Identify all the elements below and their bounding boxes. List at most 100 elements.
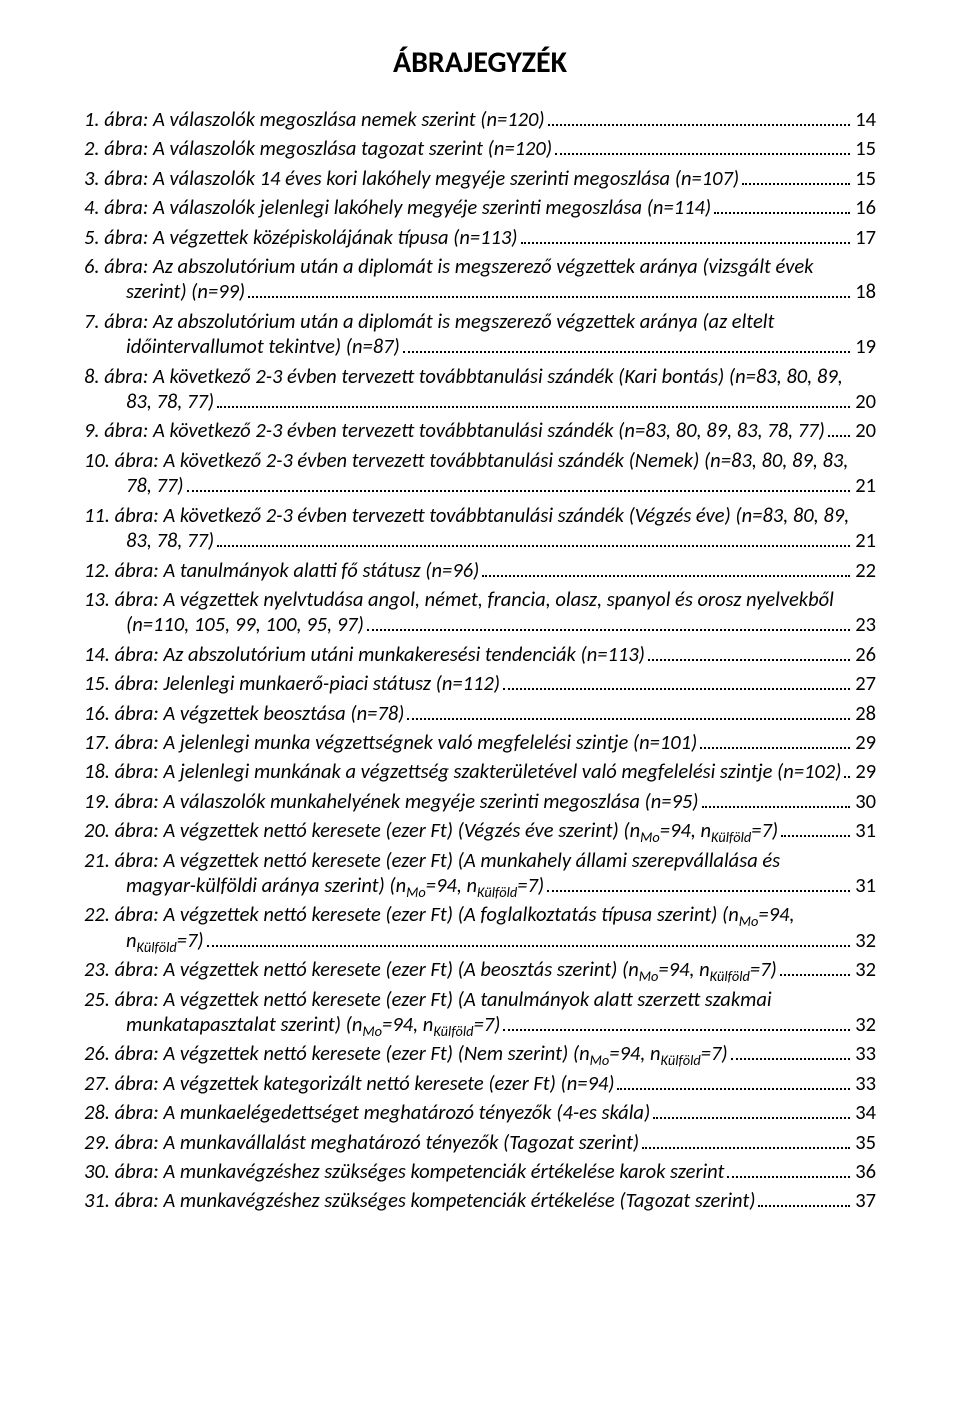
- toc-text: 83, 78, 77): [126, 389, 214, 414]
- toc-page-number: 20: [853, 389, 876, 414]
- dot-leader: [407, 706, 850, 719]
- toc-text: 17. ábra: A jelenlegi munka végzettségne…: [84, 730, 697, 755]
- dot-leader: [702, 794, 851, 807]
- toc-text: 30. ábra: A munkavégzéshez szükséges kom…: [84, 1159, 724, 1184]
- toc-page-number: 23: [853, 612, 876, 637]
- toc-entry: 16. ábra: A végzettek beosztása (n=78) 28: [84, 701, 876, 726]
- dot-leader: [207, 934, 851, 947]
- toc-entry: 3. ábra: A válaszolók 14 éves kori lakóh…: [84, 166, 876, 191]
- toc-entry: 5. ábra: A végzettek középiskolájának tí…: [84, 225, 876, 250]
- toc-line: 13. ábra: A végzettek nyelvtudása angol,…: [84, 587, 876, 612]
- toc-text: 1. ábra: A válaszolók megoszlása nemek s…: [84, 107, 545, 132]
- toc-line-continuation: időintervallumot tekintve) (n=87)19: [84, 334, 876, 359]
- toc-entry: 22. ábra: A végzettek nettó keresete (ez…: [84, 902, 876, 953]
- dot-leader: [367, 618, 850, 631]
- toc-text: 22. ábra: A végzettek nettó keresete (ez…: [84, 902, 795, 927]
- toc-entry: 27. ábra: A végzettek kategorizált nettó…: [84, 1071, 876, 1096]
- toc-text: magyar-külföldi aránya szerint) (nMo=94,…: [126, 873, 544, 898]
- toc-entry: 26. ábra: A végzettek nettó keresete (ez…: [84, 1041, 876, 1066]
- toc-page-number: 33: [853, 1041, 876, 1066]
- toc-line: 19. ábra: A válaszolók munkahelyének meg…: [84, 789, 876, 814]
- toc-text: 16. ábra: A végzettek beosztása (n=78): [84, 701, 404, 726]
- toc-text: időintervallumot tekintve) (n=87): [126, 334, 400, 359]
- toc-line-continuation: 83, 78, 77) 20: [84, 389, 876, 414]
- dot-leader: [548, 113, 851, 126]
- toc-line: 3. ábra: A válaszolók 14 éves kori lakóh…: [84, 166, 876, 191]
- toc-line: 31. ábra: A munkavégzéshez szükséges kom…: [84, 1188, 876, 1213]
- dot-leader: [547, 879, 850, 892]
- toc-page-number: 34: [853, 1100, 876, 1125]
- toc-text: munkatapasztalat szerint) (nMo=94, nKülf…: [126, 1012, 500, 1037]
- toc-entry: 12. ábra: A tanulmányok alatti fő státus…: [84, 558, 876, 583]
- toc-text: 12. ábra: A tanulmányok alatti fő státus…: [84, 558, 479, 583]
- toc-text: 6. ábra: Az abszolutórium után a diplomá…: [84, 254, 813, 279]
- toc-line-continuation: magyar-külföldi aránya szerint) (nMo=94,…: [84, 873, 876, 898]
- toc-page-number: 33: [853, 1071, 876, 1096]
- toc-entry: 10. ábra: A következő 2-3 évben tervezet…: [84, 448, 876, 499]
- toc-line: 23. ábra: A végzettek nettó keresete (ez…: [84, 957, 876, 982]
- toc-entry: 6. ábra: Az abszolutórium után a diplomá…: [84, 254, 876, 305]
- toc-page-number: 32: [853, 928, 876, 953]
- toc-entry: 25. ábra: A végzettek nettó keresete (ez…: [84, 987, 876, 1038]
- toc-page-number: 31: [853, 873, 876, 898]
- toc-page-number: 29: [853, 759, 876, 784]
- toc-entry: 21. ábra: A végzettek nettó keresete (ez…: [84, 848, 876, 899]
- toc-text: 18. ábra: A jelenlegi munkának a végzett…: [84, 759, 841, 784]
- dot-leader: [714, 201, 850, 214]
- toc-text: 83, 78, 77): [126, 528, 214, 553]
- toc-page-number: 21: [853, 473, 876, 498]
- toc-entry: 19. ábra: A válaszolók munkahelyének meg…: [84, 789, 876, 814]
- toc-line-continuation: nKülföld=7)32: [84, 928, 876, 953]
- toc-text: 19. ábra: A válaszolók munkahelyének meg…: [84, 789, 699, 814]
- toc-line: 22. ábra: A végzettek nettó keresete (ez…: [84, 902, 876, 927]
- dot-leader: [731, 1047, 851, 1060]
- toc-line: 28. ábra: A munkaelégedettséget meghatár…: [84, 1100, 876, 1125]
- toc-entry: 29. ábra: A munkavállalást meghatározó t…: [84, 1130, 876, 1155]
- toc-page-number: 15: [853, 136, 876, 161]
- toc-entry: 11. ábra: A következő 2-3 évben tervezet…: [84, 503, 876, 554]
- toc-page-number: 27: [853, 671, 876, 696]
- toc-entry: 23. ábra: A végzettek nettó keresete (ez…: [84, 957, 876, 982]
- toc-page-number: 30: [853, 789, 876, 814]
- toc-text: szerint) (n=99): [126, 279, 245, 304]
- toc-page-number: 15: [853, 166, 876, 191]
- toc-page-number: 14: [853, 107, 876, 132]
- toc-page-number: 28: [853, 701, 876, 726]
- toc-line: 9. ábra: A következő 2-3 évben tervezett…: [84, 418, 876, 443]
- dot-leader: [617, 1077, 850, 1090]
- toc-entry: 7. ábra: Az abszolutórium után a diplomá…: [84, 309, 876, 360]
- dot-leader: [503, 677, 850, 690]
- toc-text: 14. ábra: Az abszolutórium utáni munkake…: [84, 642, 645, 667]
- toc-text: (n=110, 105, 99, 100, 95, 97): [126, 612, 364, 637]
- dot-leader: [742, 172, 850, 185]
- toc-line-continuation: szerint) (n=99)18: [84, 279, 876, 304]
- toc-page-number: 29: [853, 730, 876, 755]
- toc-text: 4. ábra: A válaszolók jelenlegi lakóhely…: [84, 195, 711, 220]
- dot-leader: [828, 424, 850, 437]
- dot-leader: [217, 395, 850, 408]
- toc-entry: 28. ábra: A munkaelégedettséget meghatár…: [84, 1100, 876, 1125]
- dot-leader: [781, 824, 850, 837]
- toc-entry: 20. ábra: A végzettek nettó keresete (ez…: [84, 818, 876, 843]
- dot-leader: [758, 1194, 850, 1207]
- toc-text: 26. ábra: A végzettek nettó keresete (ez…: [84, 1041, 728, 1066]
- page-title: ÁBRAJEGYZÉK: [84, 44, 876, 81]
- toc-text: 2. ábra: A válaszolók megoszlása tagozat…: [84, 136, 552, 161]
- dot-leader: [642, 1135, 850, 1148]
- toc-entry: 13. ábra: A végzettek nyelvtudása angol,…: [84, 587, 876, 638]
- toc-line: 5. ábra: A végzettek középiskolájának tí…: [84, 225, 876, 250]
- dot-leader: [727, 1165, 850, 1178]
- toc-line: 20. ábra: A végzettek nettó keresete (ez…: [84, 818, 876, 843]
- toc-entry: 4. ábra: A válaszolók jelenlegi lakóhely…: [84, 195, 876, 220]
- dot-leader: [503, 1018, 850, 1031]
- toc-page-number: 26: [853, 642, 876, 667]
- toc-entry: 2. ábra: A válaszolók megoszlása tagozat…: [84, 136, 876, 161]
- toc-line: 27. ábra: A végzettek kategorizált nettó…: [84, 1071, 876, 1096]
- toc-text: 27. ábra: A végzettek kategorizált nettó…: [84, 1071, 614, 1096]
- dot-leader: [780, 963, 851, 976]
- toc-text: 21. ábra: A végzettek nettó keresete (ez…: [84, 848, 780, 873]
- toc-page-number: 22: [853, 558, 876, 583]
- toc-line: 30. ábra: A munkavégzéshez szükséges kom…: [84, 1159, 876, 1184]
- toc-text: 5. ábra: A végzettek középiskolájának tí…: [84, 225, 518, 250]
- toc-line-continuation: 83, 78, 77)21: [84, 528, 876, 553]
